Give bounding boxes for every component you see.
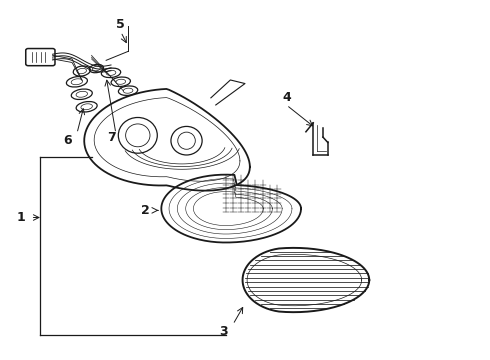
Text: 3: 3 [219, 325, 227, 338]
Text: 6: 6 [63, 134, 72, 147]
Text: 4: 4 [282, 91, 291, 104]
Text: 1: 1 [17, 211, 25, 224]
Text: 7: 7 [107, 131, 115, 144]
Text: 5: 5 [117, 18, 125, 31]
Text: 2: 2 [141, 204, 149, 217]
